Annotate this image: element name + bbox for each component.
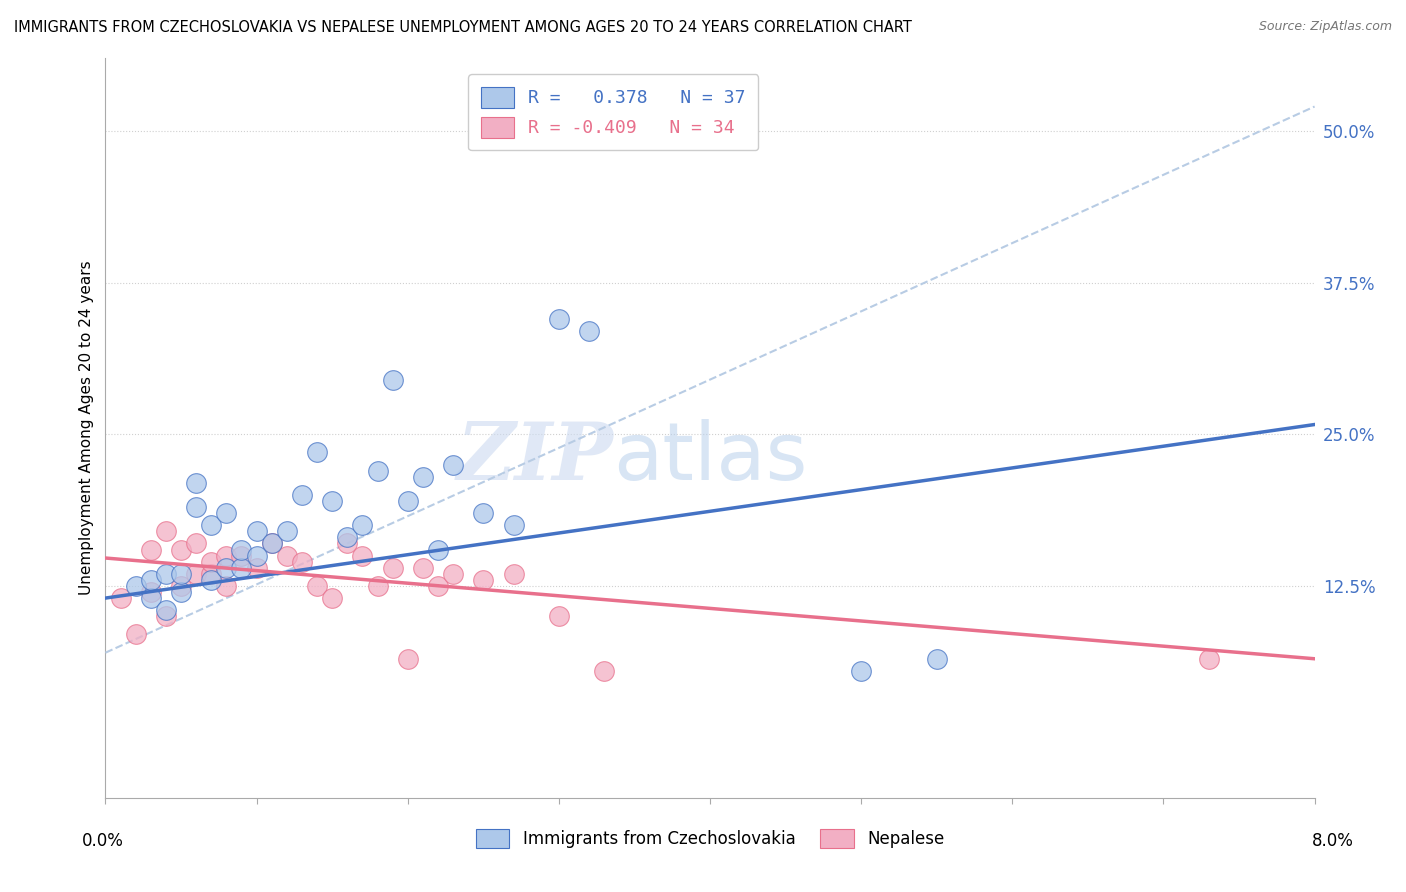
Point	[260, 536, 283, 550]
Point	[215, 560, 238, 574]
Text: Source: ZipAtlas.com: Source: ZipAtlas.com	[1258, 20, 1392, 33]
Point	[155, 603, 177, 617]
Point	[381, 560, 404, 574]
Point	[231, 542, 253, 557]
Point	[246, 524, 269, 539]
Point	[215, 549, 238, 563]
Point	[578, 324, 600, 338]
Point	[472, 506, 495, 520]
Point	[381, 373, 404, 387]
Point	[307, 445, 329, 459]
Point	[321, 591, 343, 605]
Point	[139, 585, 162, 599]
Point	[396, 494, 419, 508]
Text: atlas: atlas	[613, 418, 807, 497]
Point	[925, 652, 948, 666]
Point	[170, 585, 193, 599]
Point	[291, 555, 314, 569]
Point	[246, 549, 269, 563]
Point	[110, 591, 132, 605]
Point	[427, 579, 450, 593]
Point	[200, 518, 222, 533]
Text: IMMIGRANTS FROM CZECHOSLOVAKIA VS NEPALESE UNEMPLOYMENT AMONG AGES 20 TO 24 YEAR: IMMIGRANTS FROM CZECHOSLOVAKIA VS NEPALE…	[14, 20, 912, 35]
Point	[231, 560, 253, 574]
Point	[200, 566, 222, 581]
Point	[231, 549, 253, 563]
Point	[215, 506, 238, 520]
Point	[139, 573, 162, 587]
Point	[124, 627, 148, 641]
Point	[412, 560, 434, 574]
Point	[321, 494, 343, 508]
Point	[186, 566, 208, 581]
Point	[139, 542, 162, 557]
Point	[155, 566, 177, 581]
Point	[699, 124, 721, 138]
Legend: Immigrants from Czechoslovakia, Nepalese: Immigrants from Czechoslovakia, Nepalese	[468, 821, 952, 856]
Point	[155, 609, 177, 624]
Point	[412, 469, 434, 483]
Point	[124, 579, 148, 593]
Point	[186, 475, 208, 490]
Point	[352, 518, 374, 533]
Point	[441, 566, 464, 581]
Point	[307, 579, 329, 593]
Point	[276, 549, 298, 563]
Point	[366, 464, 388, 478]
Point	[186, 536, 208, 550]
Point	[170, 579, 193, 593]
Point	[215, 579, 238, 593]
Point	[427, 542, 450, 557]
Point	[200, 555, 222, 569]
Point	[396, 652, 419, 666]
Point	[548, 312, 571, 326]
Point	[260, 536, 283, 550]
Point	[1198, 652, 1220, 666]
Point	[352, 549, 374, 563]
Point	[593, 664, 616, 678]
Point	[336, 536, 359, 550]
Point	[246, 560, 269, 574]
Point	[548, 609, 571, 624]
Text: 8.0%: 8.0%	[1312, 832, 1354, 850]
Point	[139, 591, 162, 605]
Point	[472, 573, 495, 587]
Point	[851, 664, 873, 678]
Point	[502, 518, 524, 533]
Point	[170, 566, 193, 581]
Point	[502, 566, 524, 581]
Point	[186, 500, 208, 514]
Point	[336, 530, 359, 544]
Point	[170, 542, 193, 557]
Text: 0.0%: 0.0%	[82, 832, 124, 850]
Text: ZIP: ZIP	[457, 419, 613, 497]
Point	[441, 458, 464, 472]
Y-axis label: Unemployment Among Ages 20 to 24 years: Unemployment Among Ages 20 to 24 years	[79, 260, 94, 596]
Point	[291, 488, 314, 502]
Point	[200, 573, 222, 587]
Point	[155, 524, 177, 539]
Point	[276, 524, 298, 539]
Point	[366, 579, 388, 593]
